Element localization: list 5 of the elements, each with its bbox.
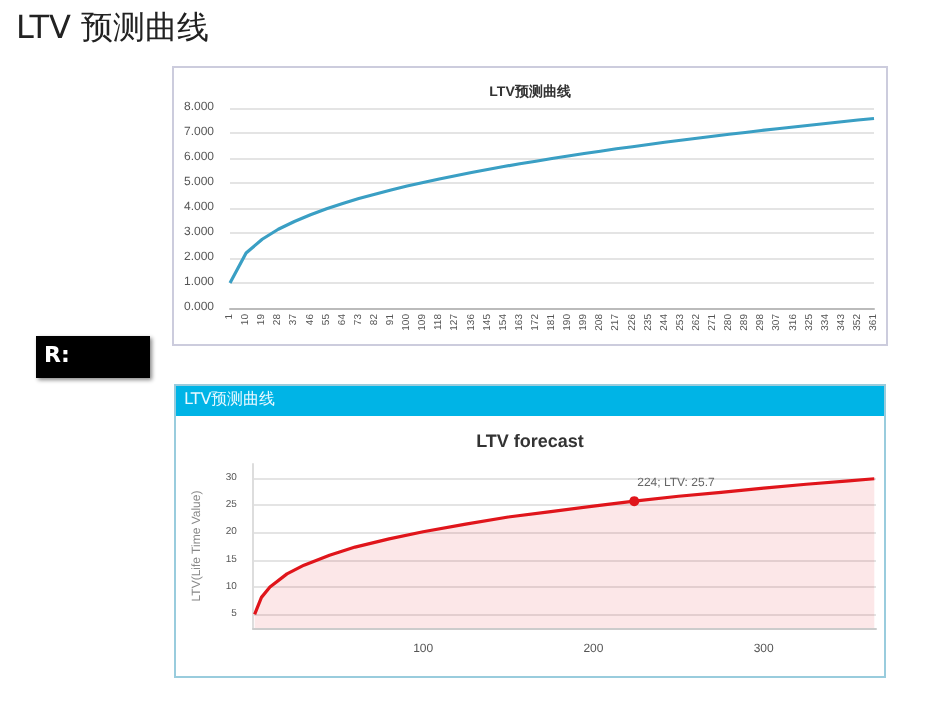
chart-title: LTV forecast: [476, 431, 584, 451]
text: R:: [36, 336, 150, 378]
line-series: [228, 116, 876, 285]
text: LTV 预测曲线: [16, 8, 210, 50]
text: LTV预测曲线: [184, 388, 276, 410]
